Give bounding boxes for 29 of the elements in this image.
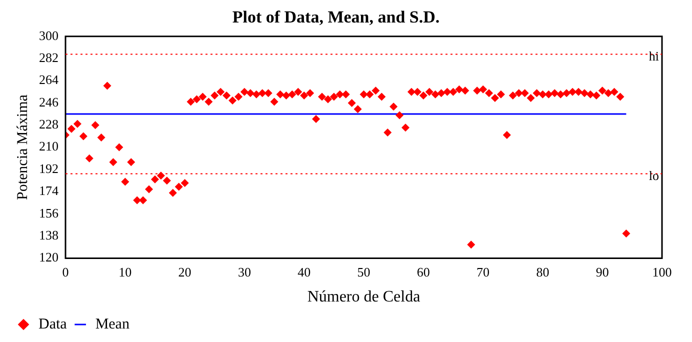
- y-tick-label: 282: [39, 50, 58, 65]
- y-tick-label: 264: [39, 72, 59, 88]
- x-tick-label: 100: [652, 264, 672, 280]
- ref-line-label: hi: [648, 48, 660, 64]
- y-tick-label: 300: [39, 28, 58, 43]
- y-tick-label: 192: [39, 160, 58, 176]
- y-tick-label: 228: [39, 116, 58, 132]
- y-tick-label: 210: [39, 138, 58, 154]
- x-tick-label: 40: [298, 264, 311, 280]
- x-tick-label: 0: [62, 264, 69, 280]
- x-tick-label: 70: [476, 264, 490, 280]
- x-tick-label: 90: [596, 264, 609, 280]
- x-axis-title: Número de Celda: [307, 288, 420, 306]
- y-tick-label: 156: [39, 205, 59, 220]
- legend-label: Mean: [95, 316, 130, 332]
- x-tick-label: 20: [178, 264, 192, 280]
- chart-title: Plot of Data, Mean, and S.D.: [232, 8, 440, 27]
- x-tick-label: 50: [357, 264, 370, 280]
- x-tick-label: 60: [416, 264, 430, 280]
- x-tick-label: 10: [118, 264, 132, 280]
- x-tick-label: 80: [536, 264, 550, 280]
- ref-line-label: lo: [648, 168, 659, 184]
- y-tick-label: 120: [39, 250, 58, 265]
- x-tick-label: 30: [238, 264, 251, 280]
- legend-label: Data: [38, 316, 68, 332]
- y-axis-title: Potencia Máxima: [14, 94, 31, 200]
- y-tick-label: 174: [39, 183, 59, 198]
- y-tick-label: 246: [39, 94, 59, 110]
- y-tick-label: 138: [39, 227, 58, 242]
